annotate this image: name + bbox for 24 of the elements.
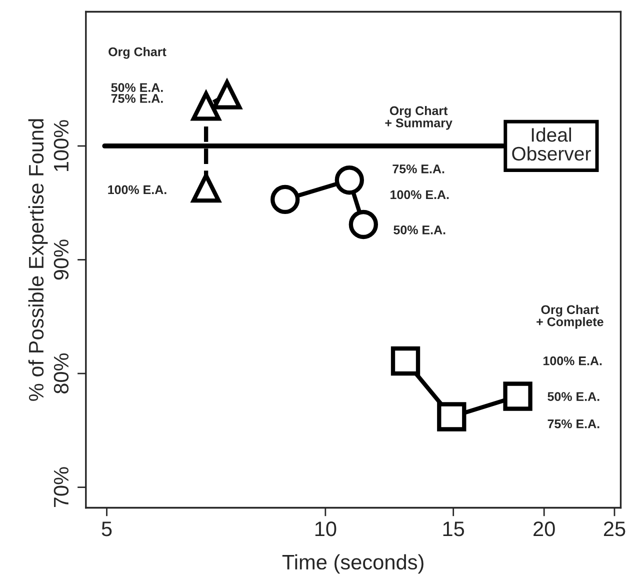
annotation: 100% E.A. — [544, 356, 602, 366]
annotation: 100% E.A. — [108, 185, 166, 194]
annotation: Org Chart + Summary — [385, 106, 452, 130]
x-tick-label: 20 — [534, 522, 555, 536]
annotation: 75% E.A. — [392, 164, 444, 174]
annotation: 50% E.A. — [548, 392, 600, 401]
x-tick-label: 5 — [102, 522, 112, 536]
x-tick-label: 25 — [604, 522, 626, 536]
ref-line-label: Ideal Observer — [512, 128, 591, 161]
x-tick-label: 15 — [443, 522, 464, 536]
y-axis-title: % of Possible Expertise Found — [28, 119, 48, 401]
annotation: 100% E.A. — [390, 190, 449, 200]
x-tick-label: 10 — [315, 522, 336, 536]
annotation: 50% E.A. — [111, 83, 163, 92]
x-axis-title: Time (seconds) — [282, 554, 424, 574]
annotation: Org Chart + Complete — [536, 304, 604, 329]
annotation: 75% E.A. — [111, 94, 163, 103]
annotation: Org Chart — [108, 47, 166, 59]
y-tick-label: 90% — [54, 240, 69, 280]
annotation: 75% E.A. — [548, 419, 600, 428]
y-tick-label: 70% — [54, 467, 69, 508]
annotation: 50% E.A. — [394, 225, 446, 234]
y-tick-label: 100% — [54, 120, 69, 172]
y-tick-label: 80% — [54, 353, 69, 394]
